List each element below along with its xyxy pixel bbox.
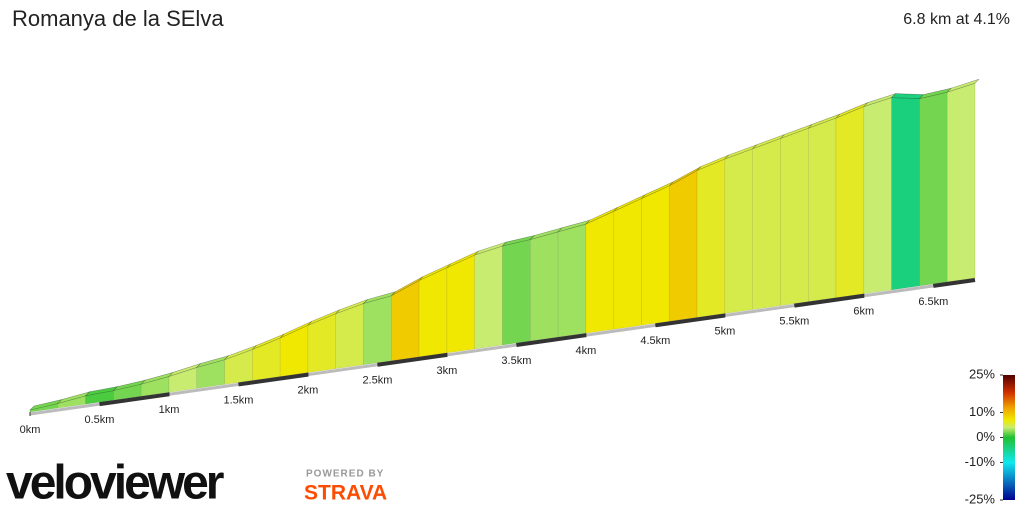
gradient-segment (335, 303, 364, 369)
x-tick-label: 2.5km (362, 375, 392, 387)
powered-by: POWERED BY (306, 469, 384, 480)
gradient-segment (919, 91, 948, 287)
gradient-segment (669, 170, 698, 322)
strava-logo: STRAVA (304, 482, 387, 505)
x-tick-label: 2km (298, 384, 319, 396)
gradient-segment (752, 138, 781, 310)
gradient-segment (891, 97, 920, 291)
colorbar-label: 25% (969, 366, 995, 381)
tick-band (99, 392, 170, 407)
tick-band (794, 293, 865, 308)
gradient-segment (807, 117, 837, 302)
colorbar-label: -10% (965, 454, 996, 469)
gradient-segment (835, 106, 865, 298)
x-tick-label: 0.5km (85, 414, 115, 426)
x-tick-label: 5.5km (779, 316, 809, 328)
gradient-segment (780, 127, 809, 306)
colorbar-label: 0% (976, 429, 995, 444)
chart-subtitle: 6.8 km at 4.1% (903, 11, 1010, 28)
tick-band (238, 372, 309, 387)
x-tick-label: 6.5km (918, 296, 948, 308)
gradient-segment (252, 337, 281, 381)
segment-top (890, 93, 925, 99)
gradient-segment (502, 239, 531, 346)
x-tick-label: 5km (714, 325, 735, 337)
brand-logo: veloviewer (6, 457, 224, 510)
gradient-segment (696, 158, 726, 318)
x-tick-label: 1.5km (223, 394, 253, 406)
x-tick-label: 3km (437, 365, 458, 377)
tick-band (377, 352, 448, 367)
gradient-segment (946, 82, 976, 283)
x-tick-label: 1km (159, 404, 180, 416)
gradient-segment (418, 267, 448, 358)
x-tick-label: 3.5km (501, 355, 531, 367)
segment-top (946, 78, 980, 93)
gradient-segment (446, 254, 475, 354)
x-tick-label: 4km (575, 345, 596, 357)
gradient-segment (530, 231, 559, 342)
gradient-segment (641, 185, 670, 326)
gradient-segment (363, 295, 392, 365)
gradient-segment (724, 148, 753, 314)
tick-band (933, 278, 976, 288)
gradient-segment (863, 97, 892, 295)
gradient-segment (613, 198, 642, 330)
gradient-segment (557, 223, 587, 338)
tick-band (516, 333, 587, 348)
colorbar (1003, 375, 1015, 500)
x-tick-label: 4.5km (640, 335, 670, 347)
tick-band (655, 313, 726, 328)
x-tick-label: 0km (20, 424, 41, 436)
gradient-segment (279, 324, 309, 377)
gradient-segment (474, 245, 503, 350)
colorbar-label: -25% (965, 491, 996, 506)
chart-title: Romanya de la SElva (12, 6, 224, 31)
x-tick-label: 6km (853, 306, 874, 318)
colorbar-label: 10% (969, 404, 995, 419)
gradient-segment (585, 210, 614, 334)
